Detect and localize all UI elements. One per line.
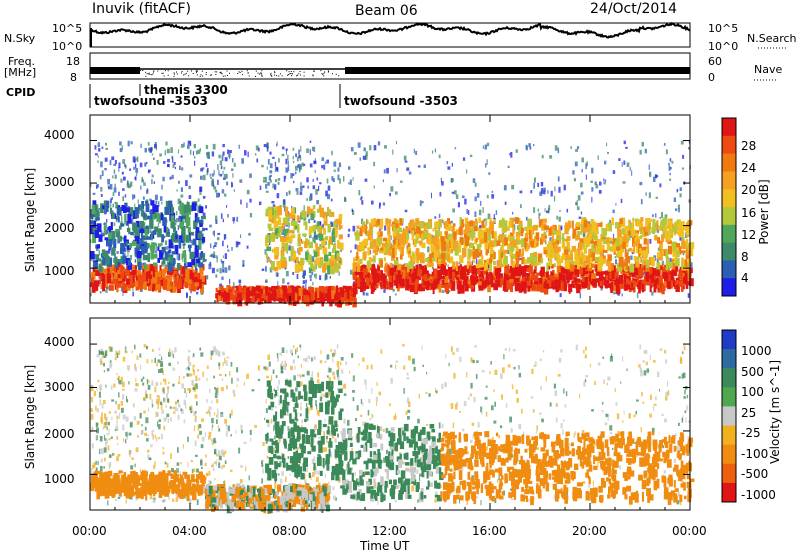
- power-colorbar-swatch-2: [722, 153, 736, 172]
- power-colorbar-swatch-3: [722, 171, 736, 190]
- velocity-cbtick-m500: -500: [741, 467, 769, 481]
- velocity-colorbar-swatch-2: [722, 368, 736, 388]
- power-ytick-2000: 2000: [44, 221, 75, 235]
- xtick-2400: 00:00: [672, 524, 707, 538]
- power-panel: [89, 114, 737, 308]
- power-colorbar-swatch-6: [722, 224, 736, 244]
- velocity-panel: [89, 317, 737, 514]
- power-colorbar-swatch-7: [722, 242, 736, 261]
- cpid-segment-name-2: themis 3300: [144, 83, 228, 97]
- freq-label-line1: Freq.: [8, 55, 36, 68]
- power-colorbar-label: Power [dB]: [757, 179, 771, 245]
- power-colorbar-swatch-1: [722, 135, 736, 155]
- power-cbtick-28: 28: [741, 139, 757, 153]
- power-ytick-4000: 4000: [44, 128, 75, 142]
- power-cbtick-12: 12: [741, 228, 757, 242]
- cpid-segment-name-1: twofsound -3503: [94, 94, 208, 108]
- xtick-0800: 08:00: [272, 524, 307, 538]
- xlabel-time: Time UT: [360, 539, 410, 553]
- freq-band-2: [345, 67, 690, 74]
- velocity-ylabel: Slant Range [km]: [23, 364, 37, 470]
- power-colorbar-swatch-9: [722, 278, 736, 297]
- velocity-colorbar-swatch-0: [722, 330, 736, 350]
- noise-search-label: N.Search: [747, 32, 797, 45]
- velocity-colorbar-swatch-3: [722, 387, 736, 407]
- xtick-0400: 04:00: [172, 524, 207, 538]
- power-colorbar-swatch-0: [722, 118, 736, 137]
- velocity-cbtick-m100: -100: [741, 447, 769, 461]
- noise-right-tick-top: 10^5: [708, 22, 739, 35]
- cpid-label: CPID: [6, 86, 36, 99]
- nave-label: Nave: [754, 63, 783, 76]
- xtick-0000: 00:00: [72, 524, 107, 538]
- velocity-colorbar-swatch-4: [722, 406, 736, 426]
- noise-panel: [89, 21, 786, 49]
- station-title: Inuvik (fitACF): [92, 1, 191, 17]
- xtick-1600: 16:00: [472, 524, 507, 538]
- noise-sky-line: [89, 21, 691, 39]
- velocity-colorbar-swatch-5: [722, 425, 736, 446]
- velocity-colorbar-label: Velocity [m s^-1]: [768, 359, 782, 465]
- cpid-segment-name-3: twofsound -3503: [344, 94, 458, 108]
- power-cbtick-4: 4: [741, 271, 749, 285]
- velocity-ytick-3000: 3000: [44, 380, 75, 394]
- xtick-1200: 12:00: [372, 524, 407, 538]
- noise-left-tick-bottom: 10^0: [52, 40, 83, 53]
- beam-title: Beam 06: [355, 3, 418, 19]
- freq-left-tick-bottom: 8: [70, 71, 77, 84]
- power-ytick-1000: 1000: [44, 264, 75, 278]
- freq-right-tick-top: 60: [708, 55, 722, 68]
- date-title: 24/Oct/2014: [590, 1, 678, 17]
- power-colorbar-swatch-8: [722, 260, 736, 279]
- freq-right-tick-bottom: 0: [708, 71, 715, 84]
- power-colorbar-swatch-4: [722, 189, 736, 208]
- velocity-cbtick-500: 500: [741, 365, 764, 379]
- frequency-panel: [89, 52, 778, 81]
- freq-band-1: [90, 67, 140, 74]
- power-cbtick-24: 24: [741, 161, 757, 175]
- velocity-cbtick-100: 100: [741, 385, 764, 399]
- power-colorbar-swatch-5: [722, 207, 736, 226]
- velocity-colorbar-swatch-8: [722, 482, 736, 503]
- power-ytick-3000: 3000: [44, 175, 75, 189]
- noise-sky-label: N.Sky: [4, 32, 36, 45]
- power-cbtick-8: 8: [741, 250, 749, 264]
- noise-left-tick-top: 10^5: [52, 22, 83, 35]
- noise-right-tick-bottom: 10^0: [708, 40, 739, 53]
- velocity-colorbar-swatch-1: [722, 349, 736, 369]
- velocity-colorbar-frame: [721, 329, 737, 503]
- power-ylabel: Slant Range [km]: [23, 167, 37, 273]
- power-cbtick-16: 16: [741, 206, 757, 220]
- velocity-cbtick-m1000: -1000: [741, 488, 776, 502]
- freq-left-tick-top: 18: [66, 55, 80, 68]
- velocity-cbtick-1000: 1000: [741, 344, 772, 358]
- freq-label-line2: [MHz]: [4, 66, 37, 79]
- power-cbtick-20: 20: [741, 183, 757, 197]
- xtick-2000: 20:00: [572, 524, 607, 538]
- velocity-colorbar-swatch-7: [722, 463, 736, 484]
- velocity-ytick-1000: 1000: [44, 472, 75, 486]
- freq-frame: [89, 52, 691, 80]
- velocity-colorbar-swatch-6: [722, 444, 736, 465]
- cpid-panel: [89, 84, 341, 108]
- velocity-ytick-2000: 2000: [44, 427, 75, 441]
- velocity-cbtick-25: 25: [741, 406, 757, 420]
- velocity-cbtick-m25: -25: [741, 426, 761, 440]
- velocity-ytick-4000: 4000: [44, 335, 75, 349]
- power-colorbar-frame: [721, 117, 737, 297]
